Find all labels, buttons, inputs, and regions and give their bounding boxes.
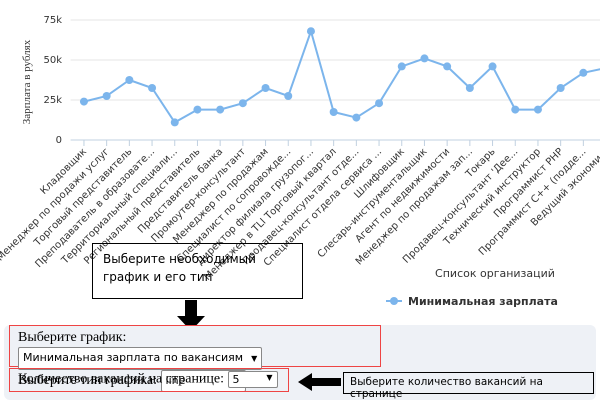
- point: [397, 62, 406, 71]
- point: [465, 84, 474, 92]
- point: [375, 99, 384, 108]
- point: [329, 108, 338, 116]
- point: [170, 118, 179, 127]
- point: [216, 105, 225, 114]
- type-row: Выберите тип графика: line▼: [18, 370, 372, 392]
- point: [488, 62, 497, 71]
- type-select[interactable]: line▼: [160, 370, 246, 392]
- point: [579, 68, 588, 77]
- series-line: [83, 27, 600, 124]
- y-tick-label: 50k: [43, 55, 62, 66]
- legend-marker: [390, 297, 398, 305]
- point: [511, 105, 520, 114]
- arrow-left: [298, 373, 341, 391]
- x-axis-title: Список организаций: [435, 267, 555, 280]
- point: [238, 99, 247, 108]
- point: [125, 76, 134, 84]
- chart: Зарплата в рублях Список организаций 0 25…: [0, 15, 600, 308]
- point: [102, 92, 111, 100]
- select-value: Минимальная зарплата по вакансиям: [23, 351, 244, 364]
- y-tick-label: 75k: [43, 15, 62, 26]
- count-group: Количество вакансий на странице: 5 ▼: [9, 368, 289, 392]
- label: Выберите тип графика:: [18, 373, 158, 389]
- point: [443, 62, 452, 71]
- point: [193, 105, 202, 114]
- point: [148, 84, 157, 92]
- y-tick-label: 0: [56, 135, 62, 146]
- y-axis-title: Зарплата в рублях: [21, 39, 33, 124]
- point: [284, 92, 293, 100]
- point: [261, 84, 270, 92]
- chart-select-group: Выберите график: Минимальная зарплата по…: [9, 325, 381, 392]
- hint-text: Выберите количество вакансий на странице: [350, 376, 543, 400]
- select-value: line: [165, 374, 186, 387]
- select-value: 5: [232, 373, 240, 386]
- point: [420, 54, 429, 63]
- point: [556, 84, 565, 92]
- legend-label: Минимальная зарплата: [408, 295, 558, 308]
- label: Количество вакансий на странице:: [18, 371, 225, 387]
- y-tick-label: 25k: [43, 95, 62, 106]
- point: [352, 113, 361, 122]
- count-select[interactable]: 5 ▼: [227, 371, 278, 388]
- chart-select[interactable]: Минимальная зарплата по вакансиям ▼: [18, 347, 263, 370]
- hint-box: Выберите количество вакансий на странице: [343, 372, 594, 400]
- point: [533, 105, 542, 114]
- chart-row: Выберите график: Минимальная зарплата по…: [18, 329, 372, 370]
- hint-text: Выберите необходимый график и его тип: [103, 252, 256, 284]
- arrow-down: [177, 300, 205, 331]
- point: [79, 97, 88, 106]
- label: Выберите график:: [18, 330, 127, 345]
- point: [306, 27, 315, 36]
- hint-box: Выберите необходимый график и его тип: [92, 243, 303, 299]
